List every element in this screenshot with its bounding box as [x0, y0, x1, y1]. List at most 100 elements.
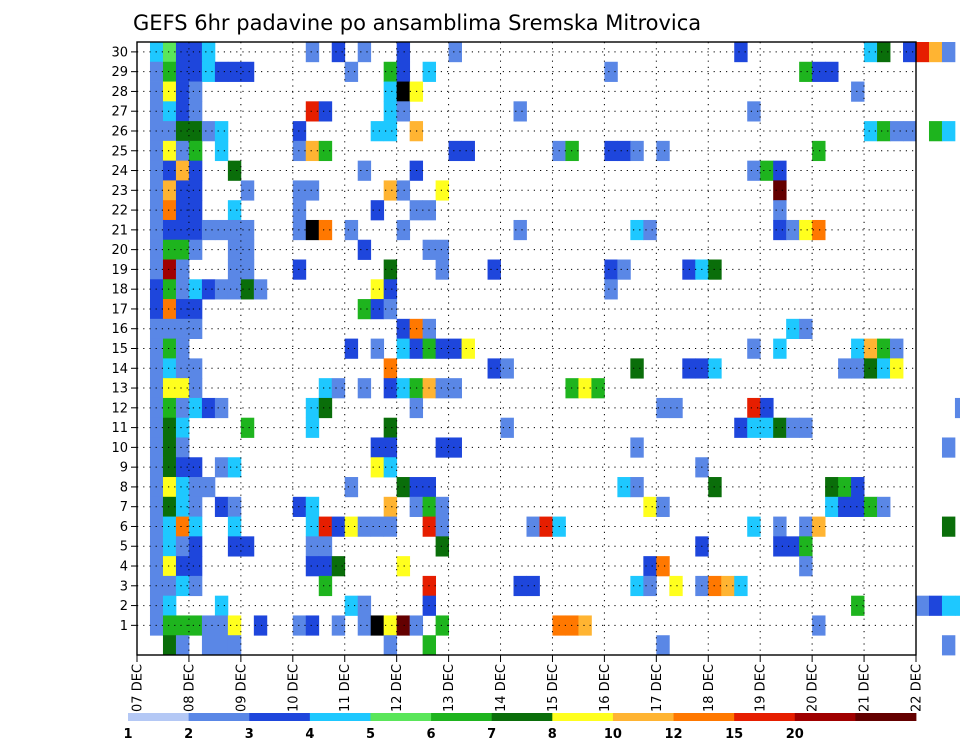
heatmap-cell — [214, 219, 229, 241]
heatmap-cell — [188, 279, 203, 300]
x-tick-label: 21 DEC — [858, 664, 873, 712]
heatmap-cell — [851, 496, 865, 517]
heatmap-cell — [318, 140, 333, 162]
heatmap-cell — [162, 417, 177, 438]
heatmap-cell — [175, 457, 190, 478]
heatmap-cell — [435, 378, 449, 399]
heatmap-cell — [513, 219, 527, 241]
heatmap-cell — [162, 378, 177, 399]
heatmap-cell — [669, 397, 683, 419]
heatmap-cell — [162, 457, 177, 478]
heatmap-cell — [747, 101, 761, 122]
x-tick-label: 15 DEC — [546, 664, 561, 712]
heatmap-cell — [227, 536, 242, 557]
heatmap-cell — [916, 595, 930, 616]
legend-label: 15 — [725, 727, 743, 742]
y-tick-label: 1 — [120, 619, 128, 634]
heatmap-cell — [383, 121, 398, 142]
heatmap-cell — [344, 516, 359, 537]
heatmap-cell — [305, 556, 320, 577]
heatmap-cell — [890, 358, 904, 379]
heatmap-cell — [162, 516, 177, 537]
legend-color-box — [491, 713, 553, 721]
y-tick-label: 14 — [111, 362, 128, 377]
x-tick-label: 18 DEC — [702, 664, 717, 712]
heatmap-cell — [188, 140, 203, 162]
heatmap-cell — [604, 61, 618, 82]
heatmap-cell — [318, 378, 333, 399]
y-tick-label: 30 — [111, 45, 128, 60]
x-axis: 07 DEC 08 DEC 09 DEC 10 DEC 11 DEC 12 DEC 13 D… — [131, 655, 925, 712]
heatmap-cell — [201, 279, 216, 300]
y-tick-label: 7 — [120, 500, 128, 515]
legend-color-box — [794, 713, 856, 721]
heatmap-cell — [188, 239, 203, 260]
heatmap-cell — [396, 219, 411, 241]
heatmap-cell — [162, 259, 177, 280]
heatmap-cell — [188, 496, 203, 517]
heatmap-cell — [383, 180, 398, 201]
heatmap-cell — [747, 338, 761, 359]
y-tick-label: 3 — [120, 579, 128, 594]
heatmap-cell — [188, 378, 203, 399]
heatmap-cell — [643, 556, 657, 577]
heatmap-cell — [370, 615, 385, 636]
heatmap-cell — [370, 338, 385, 359]
heatmap-cell — [786, 417, 800, 438]
heatmap-cell — [448, 338, 462, 359]
heatmap-cell — [188, 615, 203, 636]
heatmap-cell — [188, 516, 203, 537]
heatmap-cell — [773, 536, 787, 557]
heatmap-cell — [292, 140, 307, 162]
heatmap-cell — [175, 397, 190, 419]
heatmap-cell — [175, 437, 190, 458]
heatmap-cell — [383, 259, 398, 280]
y-tick-label: 24 — [111, 164, 128, 179]
heatmap-cell — [461, 338, 475, 359]
heatmap-cell — [175, 358, 190, 379]
y-tick-label: 11 — [111, 421, 128, 436]
heatmap-cell — [435, 615, 449, 636]
heatmap-cell — [188, 121, 203, 142]
heatmap-cell — [812, 61, 826, 82]
y-tick-label: 13 — [111, 382, 128, 397]
heatmap-cell — [435, 180, 449, 201]
heatmap-cell — [851, 477, 865, 498]
heatmap-cell — [383, 635, 398, 656]
heatmap-cell — [500, 358, 514, 379]
heatmap-cell — [227, 259, 242, 280]
heatmap-cell — [864, 121, 878, 142]
heatmap-cell — [630, 140, 644, 162]
heatmap-cell — [578, 378, 592, 399]
heatmap-cell — [747, 516, 761, 537]
heatmap-cell — [318, 101, 333, 122]
heatmap-cell — [188, 200, 203, 221]
heatmap-cell — [383, 101, 398, 122]
heatmap-cell — [331, 556, 346, 577]
heatmap-cell — [162, 140, 177, 162]
heatmap-cell — [383, 437, 398, 458]
heatmap-cell — [318, 556, 333, 577]
heatmap-cell — [617, 477, 631, 498]
heatmap-cell — [305, 615, 320, 636]
heatmap-cell — [864, 496, 878, 517]
y-tick-label: 28 — [111, 85, 128, 100]
heatmap-cell — [799, 516, 813, 537]
heatmap-cell — [175, 635, 190, 656]
heatmap-cell — [708, 358, 722, 379]
heatmap-cell — [175, 180, 190, 201]
heatmap-cell — [617, 140, 631, 162]
heatmap-cell — [227, 496, 242, 517]
heatmap-cell — [773, 180, 787, 201]
heatmap-cell — [188, 457, 203, 478]
heatmap-cell — [305, 180, 320, 201]
heatmap-cell — [214, 595, 229, 616]
heatmap-cell — [240, 219, 255, 241]
y-tick-label: 15 — [111, 342, 128, 357]
heatmap-cell — [357, 239, 372, 260]
heatmap-cell — [175, 140, 190, 162]
heatmap-cell — [175, 516, 190, 537]
heatmap-cell — [162, 318, 177, 340]
heatmap-cell — [253, 615, 268, 636]
heatmap-cell — [941, 437, 956, 458]
